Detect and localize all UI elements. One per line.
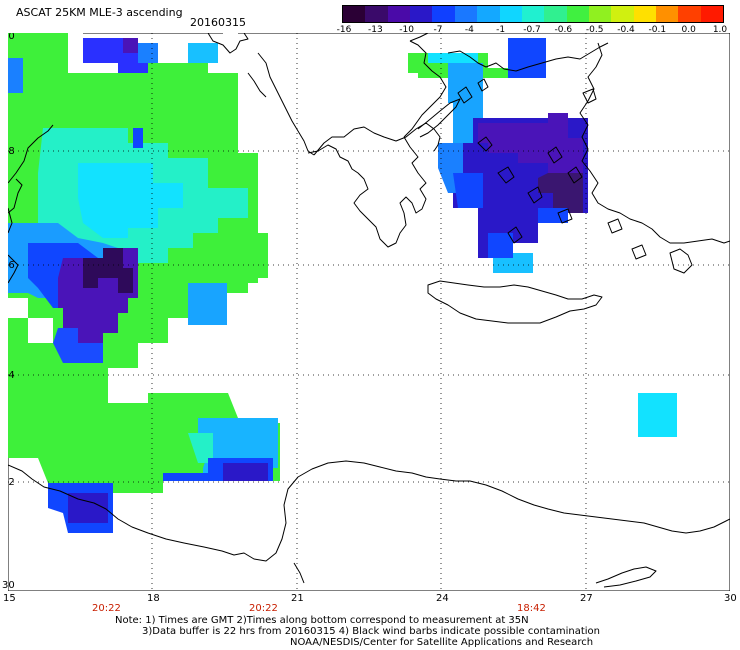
colorbar-swatch xyxy=(656,6,679,22)
lon-label-21: 21 xyxy=(291,593,304,604)
lat-label-38: 38 xyxy=(8,146,15,157)
colorbar-swatch xyxy=(410,6,433,22)
lat-label-32: 32 xyxy=(8,477,15,488)
colorbar-swatch xyxy=(566,6,589,22)
note-line-1: Note: 1) Times are GMT 2)Times along bot… xyxy=(115,615,529,626)
axis-labels: 40 38 36 34 32 xyxy=(8,33,15,488)
colorbar-swatch xyxy=(678,6,701,22)
colorbar-tick-label: 0.0 xyxy=(681,25,696,35)
lat-label-30: 30 xyxy=(2,580,15,591)
coastlines xyxy=(8,33,730,588)
lat-label-36: 36 xyxy=(8,260,15,271)
data-patch-ionian xyxy=(188,283,227,325)
colorbar-labels: -16 -13 -10 -7 -4 -1 -0.7 -0.6 -0.5 -0.4 -0.1 0.0 1.… xyxy=(330,25,734,39)
colorbar-swatch xyxy=(477,6,500,22)
colorbar-tick-label: -0.4 xyxy=(617,25,635,35)
footnotes: Note: 1) Times are GMT 2)Times along bot… xyxy=(0,615,740,648)
lon-label-30: 30 xyxy=(724,593,737,604)
pass-time-2: 20:22 xyxy=(249,603,278,614)
colorbar-swatch xyxy=(387,6,411,22)
colorbar-swatch xyxy=(365,6,388,22)
lat-label-34: 34 xyxy=(8,370,15,381)
colorbar-swatch xyxy=(588,6,612,22)
colorbar-tick-label: -1 xyxy=(496,25,506,35)
lat-label-40: 40 xyxy=(8,33,15,42)
colorbar-swatch xyxy=(432,6,455,22)
colorbar-swatch xyxy=(499,6,522,22)
colorbar xyxy=(342,5,724,23)
colorbar-tick-label: -0.6 xyxy=(554,25,573,35)
lon-label-27: 27 xyxy=(580,593,593,604)
note-line-3: NOAA/NESDIS/Center for Satellite Applica… xyxy=(290,637,594,648)
colorbar-tick-label: -7 xyxy=(433,25,443,35)
colorbar-tick-label: -0.5 xyxy=(585,25,604,35)
colorbar-swatch xyxy=(611,6,634,22)
colorbar-swatch xyxy=(544,6,567,22)
map-panel: 40 38 36 34 32 xyxy=(8,33,730,591)
lon-label-18: 18 xyxy=(147,593,160,604)
colorbar-swatch xyxy=(454,6,478,22)
colorbar-swatch xyxy=(521,6,545,22)
lon-label-24: 24 xyxy=(436,593,449,604)
note-line-2: 3)Data buffer is 22 hrs from 20160315 4)… xyxy=(142,626,600,637)
map-date: 20160315 xyxy=(190,16,246,29)
pass-time-1: 20:22 xyxy=(92,603,121,614)
colorbar-swatch xyxy=(633,6,657,22)
colorbar-tick-label: -13 xyxy=(367,25,383,35)
colorbar-tick-label: -4 xyxy=(464,25,474,35)
data-swath-aegean xyxy=(408,38,588,273)
colorbar-swatch xyxy=(700,6,724,22)
colorbar-swatch xyxy=(343,6,366,22)
map-title: ASCAT 25KM MLE-3 ascending xyxy=(16,6,183,19)
colorbar-tick-label: -10 xyxy=(399,25,415,35)
lon-label-15: 15 xyxy=(3,593,16,604)
colorbar-tick-label: -16 xyxy=(336,25,352,35)
pass-time-3: 18:42 xyxy=(517,603,546,614)
colorbar-tick-label: 1.0 xyxy=(712,25,728,35)
graticule xyxy=(8,33,730,591)
colorbar-tick-label: -0.1 xyxy=(648,25,667,35)
data-swath-west xyxy=(8,33,268,443)
data-swath-southwest xyxy=(8,393,280,533)
colorbar-tick-label: -0.7 xyxy=(523,25,541,35)
data-patch-levant xyxy=(638,393,677,437)
